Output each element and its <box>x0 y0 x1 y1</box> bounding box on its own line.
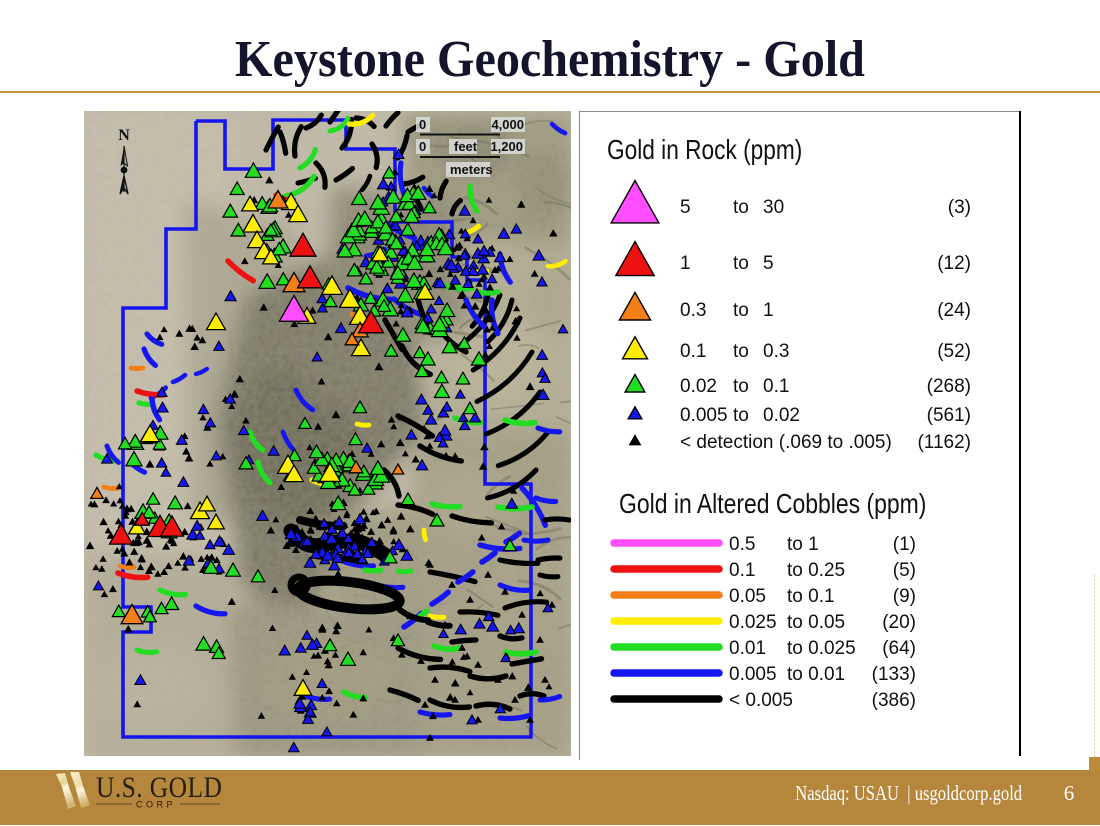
svg-text:Gold in Rock (ppm): Gold in Rock (ppm) <box>607 135 802 166</box>
svg-text:(268): (268) <box>927 376 971 397</box>
svg-text:feet: feet <box>454 139 478 154</box>
svg-text:1: 1 <box>680 253 691 274</box>
svg-text:0.3: 0.3 <box>680 300 706 321</box>
svg-text:N: N <box>118 127 130 144</box>
svg-text:5: 5 <box>763 253 774 274</box>
svg-text:(52): (52) <box>937 341 971 362</box>
svg-text:to 0.25: to 0.25 <box>787 560 845 581</box>
svg-text:(1): (1) <box>893 534 916 555</box>
svg-text:(5): (5) <box>893 560 916 581</box>
svg-text:5: 5 <box>680 197 691 218</box>
svg-text:CORP: CORP <box>136 800 176 810</box>
svg-text:to: to <box>733 197 749 218</box>
svg-text:to 0.025: to 0.025 <box>787 638 856 659</box>
svg-text:0.1: 0.1 <box>729 560 755 581</box>
svg-text:meters: meters <box>450 162 493 177</box>
svg-text:1: 1 <box>763 300 774 321</box>
svg-text:to 0.01: to 0.01 <box>787 664 845 685</box>
svg-text:< 0.005: < 0.005 <box>729 690 793 711</box>
svg-text:0.3: 0.3 <box>763 341 789 362</box>
svg-text:0.5: 0.5 <box>729 534 755 555</box>
svg-text:< detection (.069 to .005): < detection (.069 to .005) <box>680 432 892 453</box>
svg-text:to: to <box>733 253 749 274</box>
svg-text:U.S. GOLD: U.S. GOLD <box>96 771 222 804</box>
svg-text:0.05: 0.05 <box>729 586 766 607</box>
svg-text:to: to <box>733 341 749 362</box>
svg-text:to: to <box>733 405 749 426</box>
svg-text:(1162): (1162) <box>917 432 971 453</box>
svg-text:30: 30 <box>763 197 784 218</box>
svg-text:0.1: 0.1 <box>763 376 789 397</box>
svg-text:0.01: 0.01 <box>729 638 766 659</box>
svg-text:(561): (561) <box>927 405 971 426</box>
svg-text:(24): (24) <box>937 300 971 321</box>
svg-text:0.02: 0.02 <box>680 376 717 397</box>
svg-text:to 1: to 1 <box>787 534 819 555</box>
svg-text:to 0.05: to 0.05 <box>787 612 845 633</box>
svg-text:(12): (12) <box>937 253 971 274</box>
svg-text:(386): (386) <box>872 690 916 711</box>
svg-text:(20): (20) <box>882 612 916 633</box>
svg-text:(3): (3) <box>948 197 971 218</box>
svg-text:0.1: 0.1 <box>680 341 706 362</box>
svg-text:0.005: 0.005 <box>729 664 777 685</box>
svg-text:0: 0 <box>419 139 426 154</box>
svg-text:to: to <box>733 376 749 397</box>
svg-text:0.02: 0.02 <box>763 405 800 426</box>
svg-text:(64): (64) <box>882 638 916 659</box>
svg-text:Gold in Altered Cobbles (ppm): Gold in Altered Cobbles (ppm) <box>619 489 926 520</box>
svg-text:(9): (9) <box>893 586 916 607</box>
svg-text:1,200: 1,200 <box>490 139 523 154</box>
svg-text:to 0.1: to 0.1 <box>787 586 835 607</box>
svg-text:4,000: 4,000 <box>491 117 524 132</box>
svg-text:0.005: 0.005 <box>680 405 728 426</box>
svg-text:0: 0 <box>419 117 426 132</box>
svg-text:to: to <box>733 300 749 321</box>
svg-text:0.025: 0.025 <box>729 612 777 633</box>
svg-text:(133): (133) <box>872 664 916 685</box>
